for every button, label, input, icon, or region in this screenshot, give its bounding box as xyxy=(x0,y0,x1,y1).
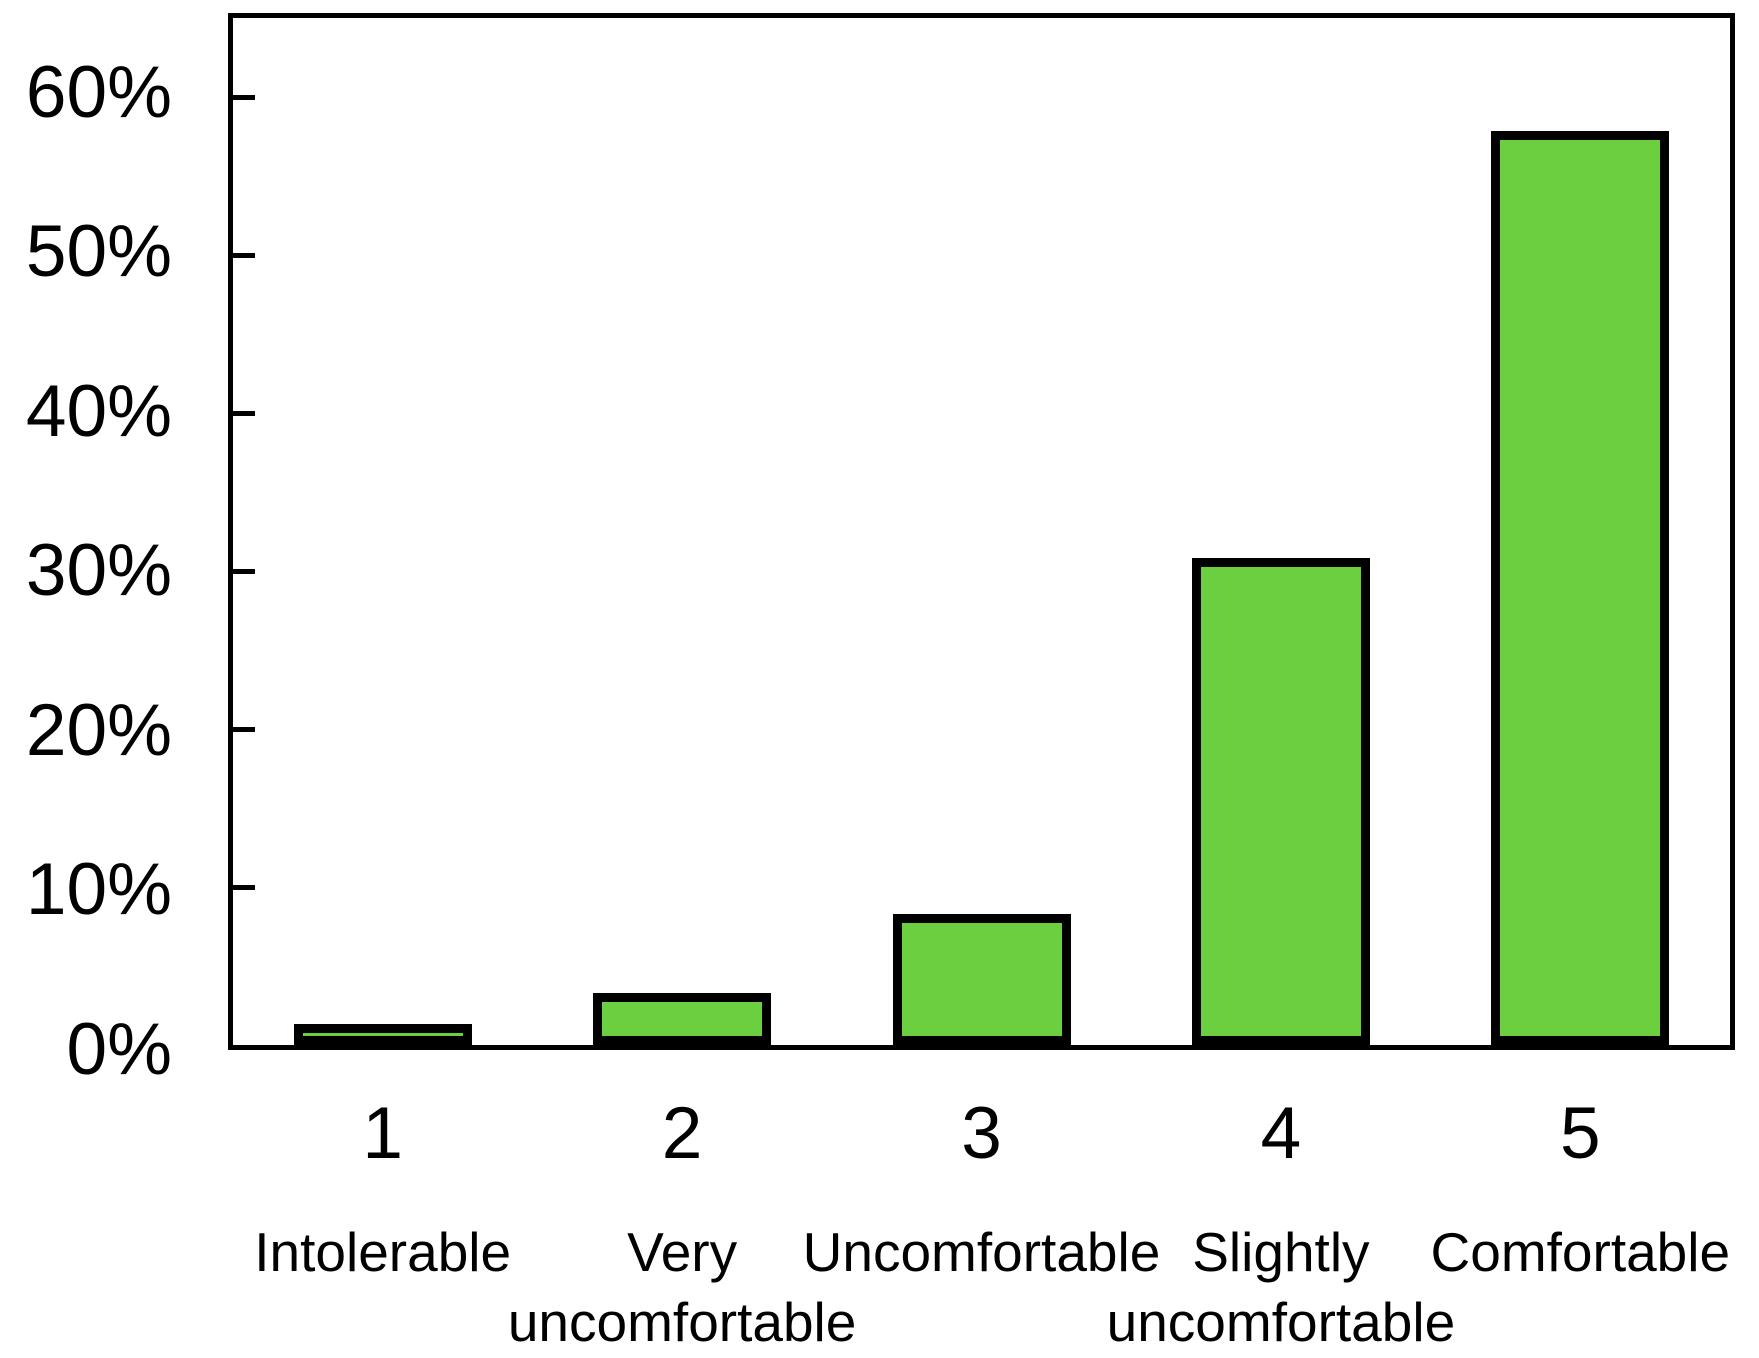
bar-5 xyxy=(1491,131,1670,1045)
x-axis-number-label: 2 xyxy=(661,1093,703,1174)
y-axis-tick xyxy=(233,410,255,416)
y-axis-tick xyxy=(233,726,255,732)
x-axis-category-label: Slightly uncomfortable xyxy=(1106,1221,1456,1353)
x-axis-category-label: Uncomfortable xyxy=(802,1221,1161,1283)
y-axis-tick xyxy=(233,94,255,100)
x-axis-category-label: Intolerable xyxy=(254,1221,512,1283)
x-axis-number-label: 1 xyxy=(362,1093,403,1174)
y-axis-tick-label: 10% xyxy=(25,849,172,931)
bar-4 xyxy=(1191,558,1370,1045)
x-axis-number-label: 5 xyxy=(1559,1093,1601,1174)
x-axis-category-label: Very uncomfortable xyxy=(507,1221,857,1353)
bar-3 xyxy=(892,914,1071,1045)
y-axis-tick-label: 0% xyxy=(66,1009,172,1090)
y-axis-tick xyxy=(233,568,255,574)
y-axis-tick-label: 60% xyxy=(25,51,172,133)
plot-area xyxy=(228,13,1735,1050)
y-axis-tick-label: 20% xyxy=(25,689,172,771)
y-axis-tick-label: 40% xyxy=(25,370,172,452)
bar-1 xyxy=(293,1024,472,1045)
x-axis-category-label: Comfortable xyxy=(1430,1221,1731,1283)
x-axis-number-label: 4 xyxy=(1260,1093,1302,1174)
y-axis-tick xyxy=(233,252,255,258)
y-axis-tick-label: 30% xyxy=(25,530,172,612)
x-axis-number-label: 3 xyxy=(961,1093,1002,1174)
y-axis-tick xyxy=(233,884,255,890)
y-axis-tick-label: 50% xyxy=(25,211,172,293)
bar-2 xyxy=(593,993,772,1045)
